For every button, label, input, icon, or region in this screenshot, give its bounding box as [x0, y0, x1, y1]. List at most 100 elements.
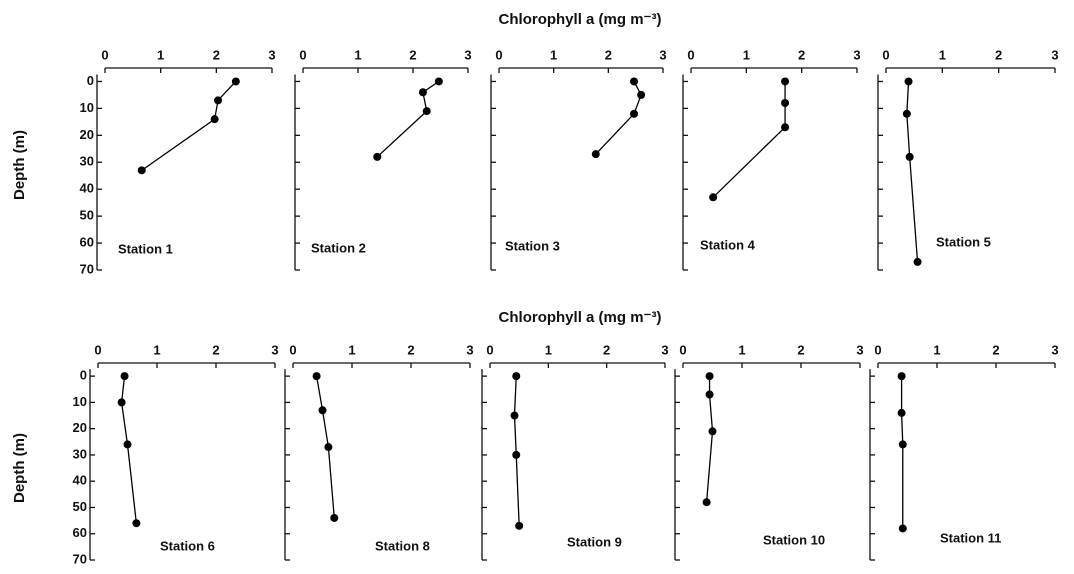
data-point [904, 77, 913, 86]
data-point [630, 77, 639, 86]
y-tick-label: 20 [80, 127, 94, 142]
x-tick-label: 3 [1051, 47, 1058, 62]
x-tick-label: 2 [409, 47, 416, 62]
data-point [781, 77, 790, 86]
row-title: Chlorophyll a (mg m⁻³) [499, 11, 662, 28]
x-tick-label: 0 [495, 47, 502, 62]
x-tick-label: 3 [856, 342, 863, 357]
x-tick-label: 0 [882, 47, 889, 62]
x-tick-label: 3 [466, 342, 473, 357]
x-tick-label: 1 [933, 342, 940, 357]
y-tick-label: 10 [80, 100, 94, 115]
data-point [330, 513, 339, 522]
data-point [210, 115, 219, 124]
station-label: Station 6 [160, 538, 215, 553]
data-point [702, 498, 711, 507]
y-tick-label: 60 [73, 525, 87, 540]
x-tick-label: 3 [661, 342, 668, 357]
x-tick-label: 2 [797, 342, 804, 357]
y-tick-label: 70 [73, 551, 87, 566]
x-tick-label: 1 [743, 47, 750, 62]
x-tick-label: 2 [992, 342, 999, 357]
station-label: Station 3 [505, 238, 560, 253]
data-point [324, 443, 333, 452]
data-point [373, 152, 382, 161]
x-tick-label: 3 [659, 47, 666, 62]
profile-line [513, 376, 520, 526]
data-point [708, 427, 717, 436]
data-point [434, 77, 443, 86]
data-point [913, 257, 922, 266]
x-tick-label: 2 [798, 47, 805, 62]
profile-line [705, 376, 714, 503]
data-point [897, 372, 906, 381]
y-axis-label: Depth (m) [11, 130, 28, 200]
profile-line [595, 81, 642, 155]
x-tick-label: 1 [545, 342, 552, 357]
profile-line [376, 80, 440, 158]
x-tick-label: 3 [1051, 342, 1058, 357]
profile-line [120, 376, 137, 524]
y-tick-label: 70 [80, 261, 94, 276]
x-tick-label: 2 [603, 342, 610, 357]
profile-line [900, 376, 904, 529]
x-tick-label: 3 [853, 47, 860, 62]
data-point [214, 96, 223, 105]
x-tick-label: 1 [550, 47, 557, 62]
data-point [418, 88, 427, 97]
x-tick-label: 0 [289, 342, 296, 357]
y-tick-label: 0 [87, 73, 94, 88]
y-tick-label: 30 [73, 446, 87, 461]
x-tick-label: 1 [939, 47, 946, 62]
x-tick-label: 3 [464, 47, 471, 62]
data-point [709, 193, 718, 202]
data-point [117, 398, 126, 407]
data-point [120, 372, 129, 381]
station-label: Station 10 [763, 532, 825, 547]
x-tick-label: 0 [679, 342, 686, 357]
x-tick-label: 1 [738, 342, 745, 357]
y-tick-label: 10 [73, 394, 87, 409]
x-tick-label: 1 [354, 47, 361, 62]
data-point [705, 372, 714, 381]
x-tick-label: 0 [299, 47, 306, 62]
data-point [898, 524, 907, 533]
data-point [897, 408, 906, 417]
data-point [902, 109, 911, 118]
y-axis-label: Depth (m) [11, 433, 28, 503]
x-tick-label: 0 [94, 342, 101, 357]
profile-line [906, 81, 919, 262]
x-tick-label: 1 [348, 342, 355, 357]
station-label: Station 1 [118, 241, 173, 256]
profile-line [712, 81, 786, 198]
station-label: Station 8 [375, 538, 430, 553]
y-tick-label: 40 [80, 181, 94, 196]
data-point [422, 107, 431, 116]
data-point [905, 152, 914, 161]
data-point [630, 109, 639, 118]
data-point [591, 150, 600, 159]
x-tick-label: 2 [407, 342, 414, 357]
data-point [705, 390, 714, 399]
x-tick-label: 2 [995, 47, 1002, 62]
data-point [312, 372, 321, 381]
x-tick-label: 1 [157, 47, 164, 62]
profile-line [141, 81, 237, 171]
data-point [318, 406, 327, 415]
data-point [781, 99, 790, 108]
x-tick-label: 1 [153, 342, 160, 357]
data-point [137, 166, 146, 175]
y-tick-label: 50 [73, 499, 87, 514]
data-point [231, 77, 240, 86]
x-tick-label: 2 [212, 342, 219, 357]
y-tick-label: 40 [73, 473, 87, 488]
data-point [515, 521, 524, 530]
x-tick-label: 0 [101, 47, 108, 62]
x-tick-label: 2 [605, 47, 612, 62]
y-tick-label: 20 [73, 420, 87, 435]
data-point [512, 372, 521, 381]
data-point [898, 440, 907, 449]
x-tick-label: 3 [271, 342, 278, 357]
y-tick-label: 0 [80, 368, 87, 383]
